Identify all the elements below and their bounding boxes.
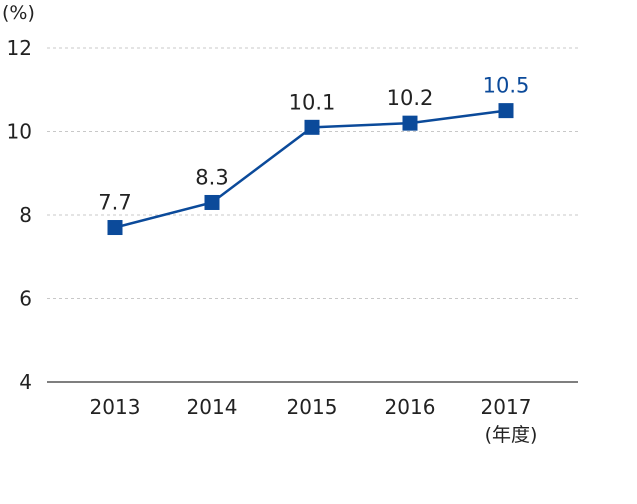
y-axis-unit-label: (%) [2,2,35,24]
data-marker-2016 [402,115,418,131]
y-tick-label-10: 10 [7,120,32,144]
x-tick-label-2014: 2014 [187,395,238,419]
data-label-2015: 10.1 [289,90,336,114]
y-tick-label-8: 8 [19,203,32,227]
y-axis-ticks: 4 6 8 10 12 [7,36,32,394]
x-tick-label-2015: 2015 [287,395,338,419]
y-tick-label-4: 4 [19,370,32,394]
x-tick-label-2016: 2016 [385,395,436,419]
data-label-2014: 8.3 [195,165,228,189]
data-marker-2013 [107,220,123,236]
y-tick-label-12: 12 [7,36,32,60]
data-label-2016: 10.2 [387,86,434,110]
data-marker-2015 [304,119,320,135]
y-tick-label-6: 6 [19,287,32,311]
x-tick-label-2017: 2017 [481,395,532,419]
data-labels: 7.7 8.3 10.1 10.2 10.5 [98,74,529,215]
x-tick-label-2013: 2013 [90,395,141,419]
data-markers [107,103,514,236]
data-marker-2017 [498,103,514,119]
data-label-2017: 10.5 [483,74,530,98]
data-marker-2014 [204,194,220,210]
x-axis-ticks: 2013 2014 2015 2016 2017 [90,395,532,419]
x-axis-unit-label: (年度) [485,424,538,446]
data-label-2013: 7.7 [98,191,131,215]
